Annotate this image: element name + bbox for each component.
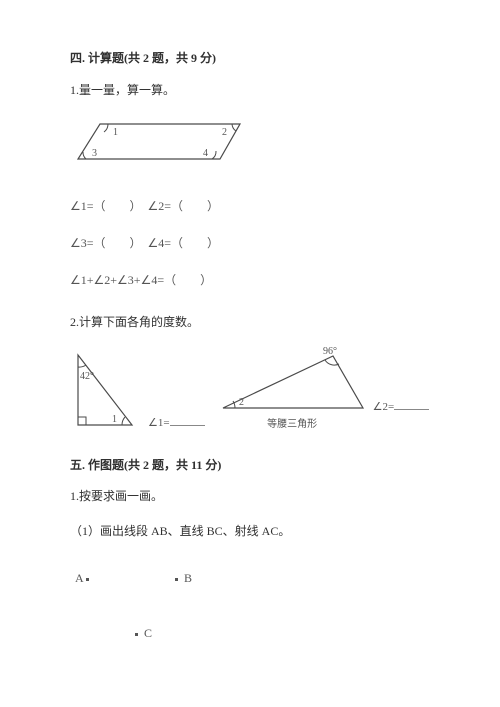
- section-5-title: 五. 作图题(共 2 题，共 11 分): [70, 457, 445, 474]
- point-b: B: [175, 570, 192, 587]
- triangle-figures: 42° 1 ∠1= 96° 2 ∠2= 等腰三角形: [70, 346, 445, 432]
- svg-text:2: 2: [239, 397, 244, 408]
- angle-line-3: ∠1+∠2+∠3+∠4=（ ）: [70, 272, 445, 289]
- angle-line-2: ∠3=（ ） ∠4=（ ）: [70, 235, 445, 252]
- parallelogram-figure: 1 2 3 4: [70, 114, 445, 174]
- angle-1-label: 1: [113, 127, 118, 138]
- angle-line-1: ∠1=（ ） ∠2=（ ）: [70, 198, 445, 215]
- q4-1-prompt: 1.量一量，算一算。: [70, 82, 445, 99]
- svg-text:1: 1: [112, 414, 117, 425]
- points-canvas: A B C: [70, 555, 320, 655]
- angle2-result: ∠2=: [373, 400, 430, 415]
- angle-3-label: 3: [92, 148, 97, 159]
- svg-text:96°: 96°: [323, 346, 337, 357]
- angle-4-label: 4: [203, 148, 208, 159]
- svg-text:42°: 42°: [80, 371, 94, 382]
- section-4-title: 四. 计算题(共 2 题，共 9 分): [70, 50, 445, 67]
- angle1-result: ∠1=: [148, 416, 205, 431]
- q5-1-sub1: （1）画出线段 AB、直线 BC、射线 AC。: [70, 523, 445, 540]
- angle-2-label: 2: [222, 127, 227, 138]
- isosceles-caption: 等腰三角形: [215, 418, 370, 432]
- point-a: A: [75, 570, 92, 587]
- point-c: C: [135, 625, 152, 642]
- q4-2-prompt: 2.计算下面各角的度数。: [70, 314, 445, 331]
- q5-1-prompt: 1.按要求画一画。: [70, 488, 445, 505]
